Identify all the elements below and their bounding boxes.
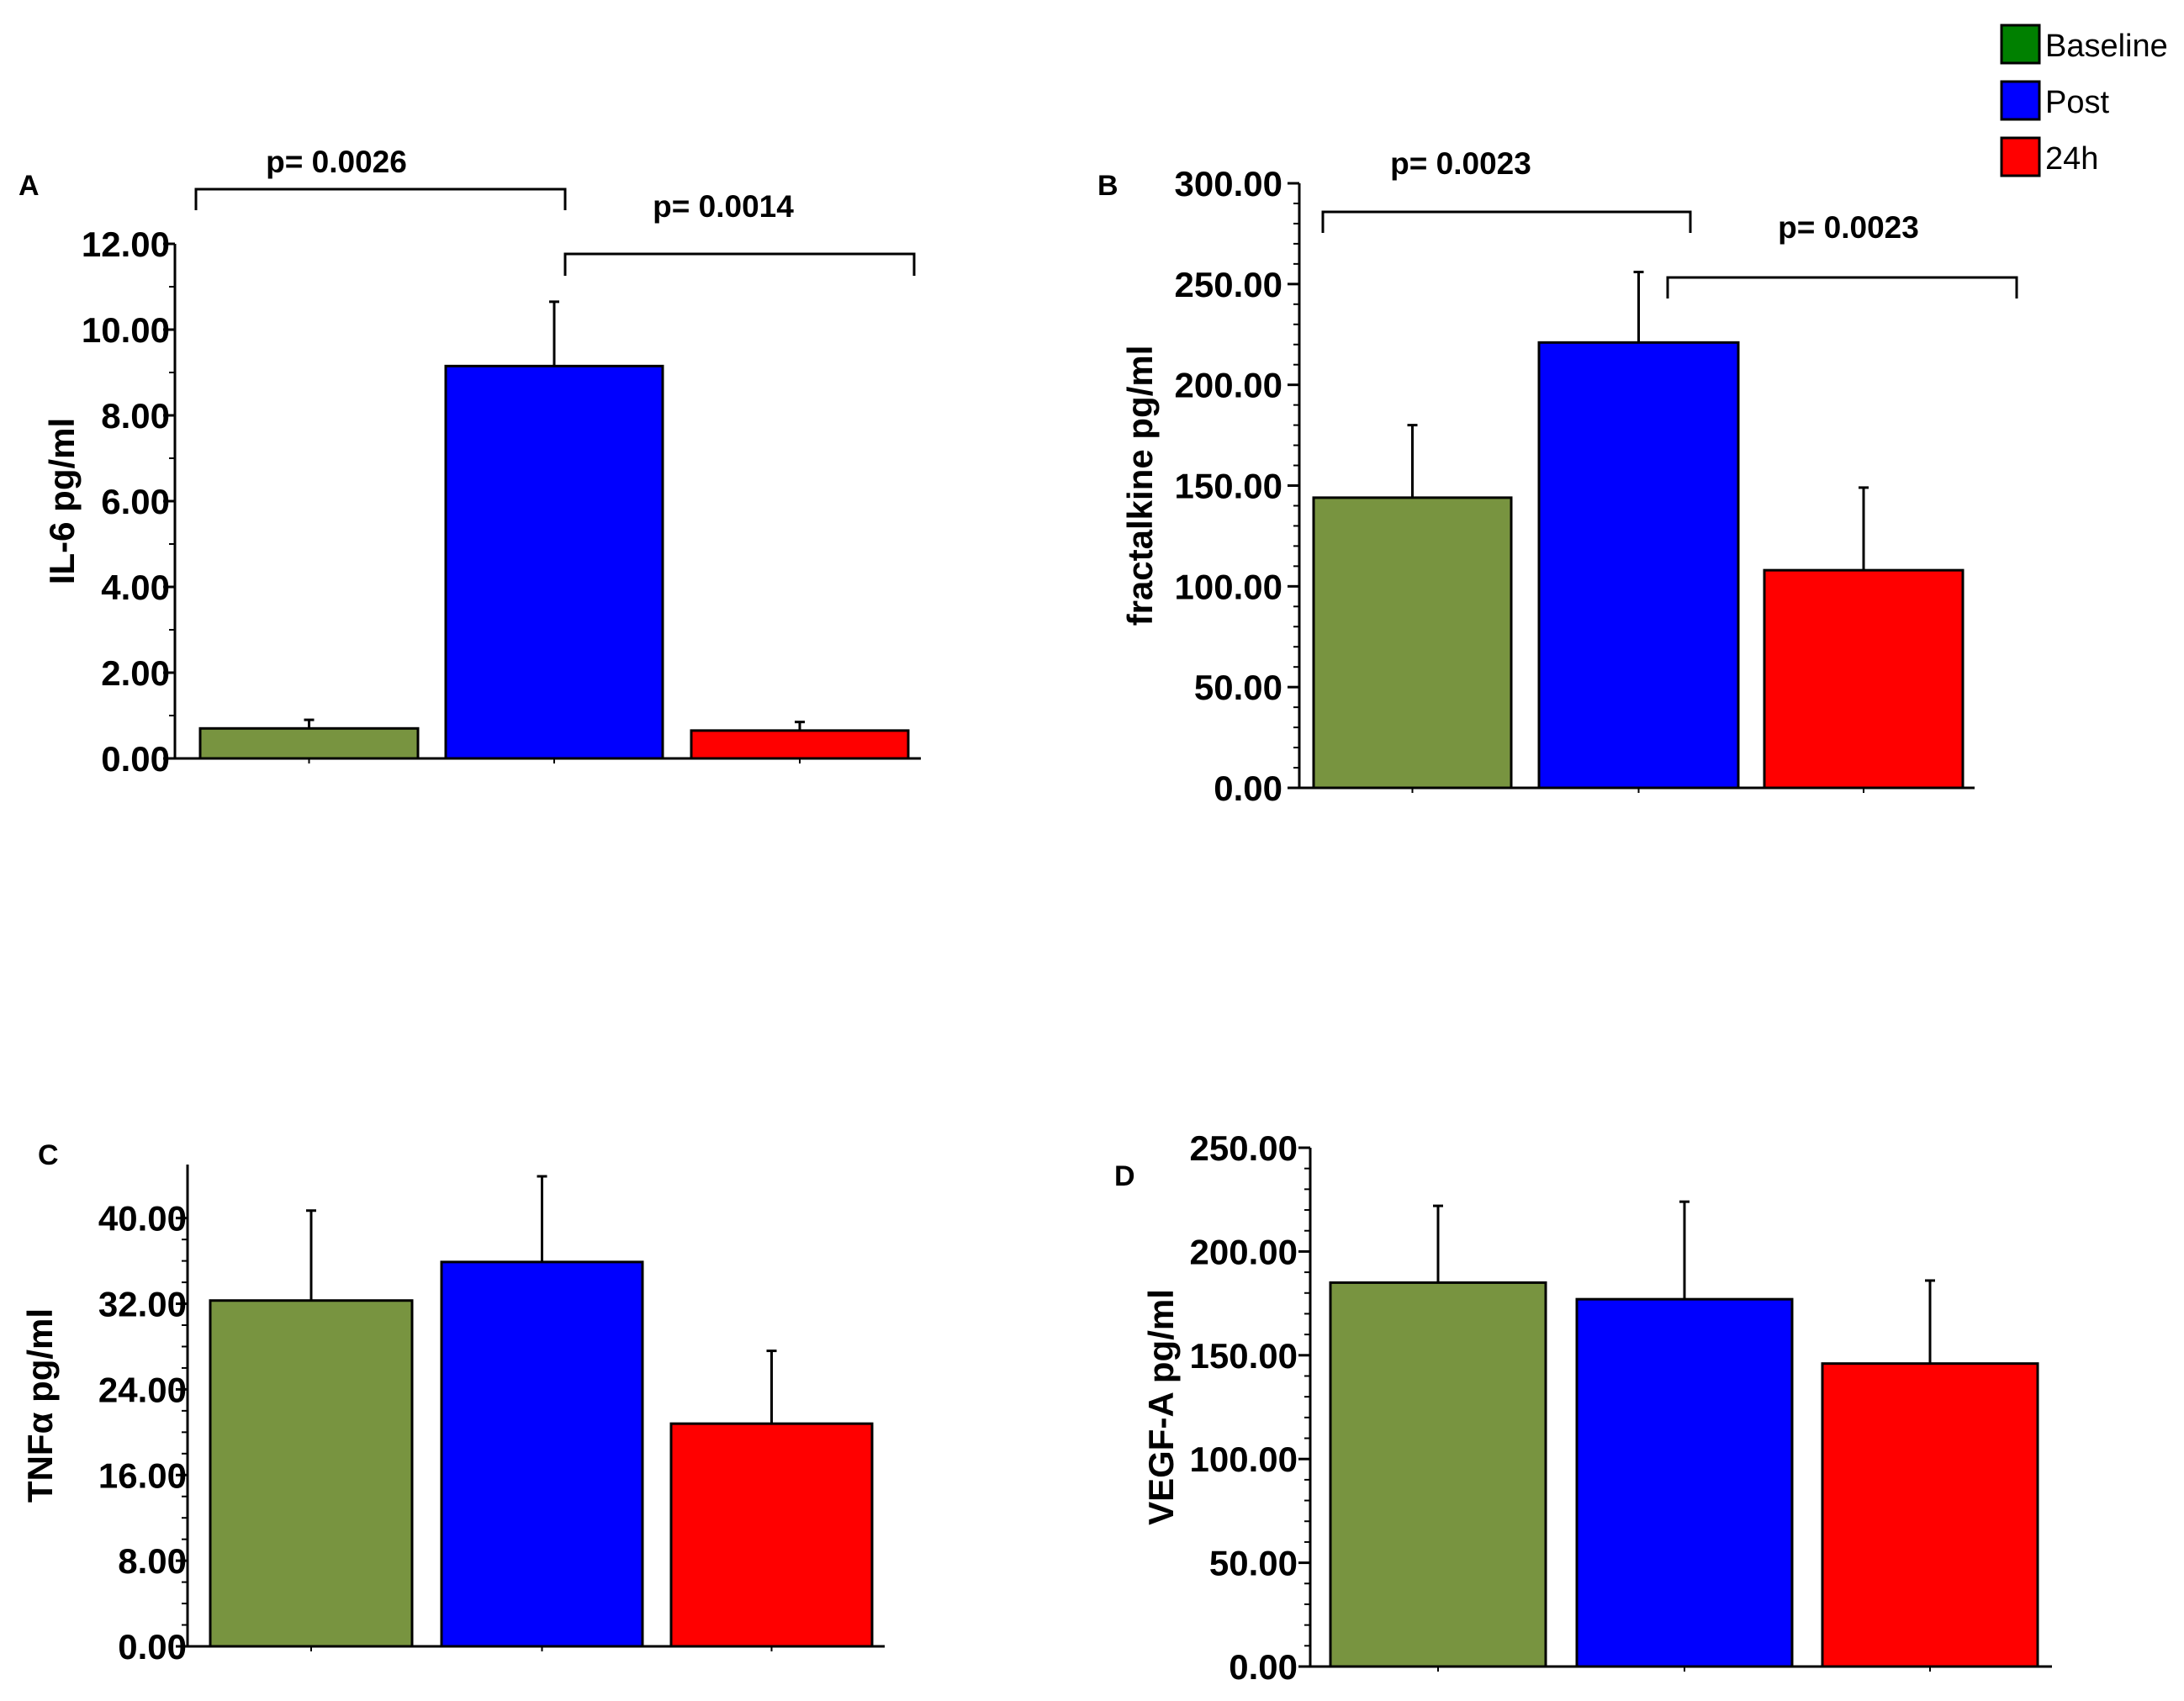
panel-b-plot: 0.00 50.00 100.00 150.00 200.00 250.00 300.00 f… [1120,146,2018,808]
panel-a-y-tick-label: 4.00 [101,568,170,607]
panel-a-significance-bracket [563,252,916,276]
panel-c-bar-baseline [209,1299,414,1648]
panel-b-bar-24h [1763,568,1965,790]
panel-c-y-tick-label: 16.00 [98,1455,187,1495]
panel-c-bar-24h [669,1422,874,1648]
panel-b-y-tick-label: 250.00 [1175,265,1282,304]
panel-c-y-tick-label: 8.00 [118,1541,187,1581]
panel-b-y-tick-label: 300.00 [1175,164,1282,203]
legend-swatch-baseline [2000,24,2041,65]
panel-a-y-tick-label: 12.00 [82,225,170,264]
panel-b-p-value: p= 0.0023 [1390,146,1531,181]
panel-a-p-value: p= 0.0014 [653,189,794,224]
panel-b-significance-bracket [1321,210,1692,233]
panel-b-y-tick-label: 0.00 [1214,769,1282,808]
panel-c-y-tick-label: 32.00 [98,1285,187,1324]
panel-d: D 0.00 50.00 100.00 150.00 200.00 250.00 VEGF-… [1114,1128,2052,1687]
legend-item-post: Post [2000,80,2109,121]
panel-letter-b: B [1097,170,1118,202]
panel-b-significance-bracket [1666,276,2018,298]
panel-b-bar-baseline [1312,496,1513,790]
panel-a-bar-post [444,364,664,760]
panel-c-y-axis-label: TNFα pg/ml [20,1308,60,1503]
legend: Baseline Post 24h [2000,24,2168,177]
legend-label-baseline: Baseline [2045,29,2168,64]
panel-d-y-tick-label: 100.00 [1190,1440,1298,1479]
panel-d-y-tick-label: 250.00 [1190,1128,1298,1168]
legend-item-24h: 24h [2000,136,2098,177]
panel-a: A 0.00 2.00 4.00 6.00 8.00 10.00 12.00 IL-6 pg/… [19,145,921,779]
panel-a-y-axis-label: IL-6 pg/ml [42,418,82,584]
panel-b-y-axis-label: fractalkine pg/ml [1120,346,1160,626]
legend-label-post: Post [2045,85,2109,120]
panel-c-plot: 0.00 8.00 16.00 24.00 32.00 40.00 TNFα pg/ml [20,1165,885,1667]
legend-label-24h: 24h [2045,141,2098,177]
panel-d-y-tick-label: 0.00 [1229,1647,1298,1687]
panel-a-y-tick-label: 2.00 [101,653,170,693]
panel-d-y-tick-label: 200.00 [1190,1232,1298,1271]
panel-a-y-tick-label: 0.00 [101,739,170,779]
panel-letter-c: C [38,1139,59,1171]
panel-c-y-tick-label: 24.00 [98,1370,187,1409]
panel-d-y-tick-label: 50.00 [1209,1544,1298,1583]
panel-b-y-tick-label: 100.00 [1175,567,1282,606]
legend-swatch-24h [2000,136,2041,177]
panel-b-p-value: p= 0.0023 [1778,210,1919,245]
panel-d-y-axis-label: VEGF-A pg/ml [1141,1289,1181,1525]
panel-b-bar-post [1537,341,1740,790]
panel-letter-a: A [19,170,40,202]
panel-b-y-tick-label: 50.00 [1194,668,1282,707]
panel-a-significance-bracket [194,188,567,210]
panel-b: B 0.00 50.00 100.00 150.00 200.00 250.00 300.0… [1097,146,2018,808]
panel-d-plot: 0.00 50.00 100.00 150.00 200.00 250.00 VEGF-A … [1141,1128,2052,1687]
panel-d-bar-baseline [1329,1281,1547,1668]
panel-a-bar-24h [690,729,910,760]
panel-c-y-tick-label: 0.00 [118,1627,187,1667]
panel-a-y-tick-label: 10.00 [82,310,170,350]
legend-item-baseline: Baseline [2000,24,2168,65]
panel-d-bar-post [1575,1297,1794,1668]
panel-d-y-tick-label: 150.00 [1190,1336,1298,1376]
panel-a-p-value: p= 0.0026 [266,145,407,179]
panel-a-bar-baseline [198,726,420,760]
legend-swatch-post [2000,80,2041,121]
panel-a-y-tick-label: 8.00 [101,396,170,436]
panel-c-y-tick-label: 40.00 [98,1199,187,1239]
panel-letter-d: D [1114,1160,1135,1192]
panel-c-bar-post [440,1260,644,1648]
panel-c: C 0.00 8.00 16.00 24.00 32.00 40.00 TNFα pg/ml [20,1139,885,1667]
panel-b-y-tick-label: 150.00 [1175,467,1282,506]
panel-b-y-tick-label: 200.00 [1175,366,1282,405]
panel-a-plot: 0.00 2.00 4.00 6.00 8.00 10.00 12.00 IL-6 pg/ml… [42,145,921,779]
panel-a-y-tick-label: 6.00 [101,482,170,521]
panel-d-bar-24h [1821,1362,2039,1668]
